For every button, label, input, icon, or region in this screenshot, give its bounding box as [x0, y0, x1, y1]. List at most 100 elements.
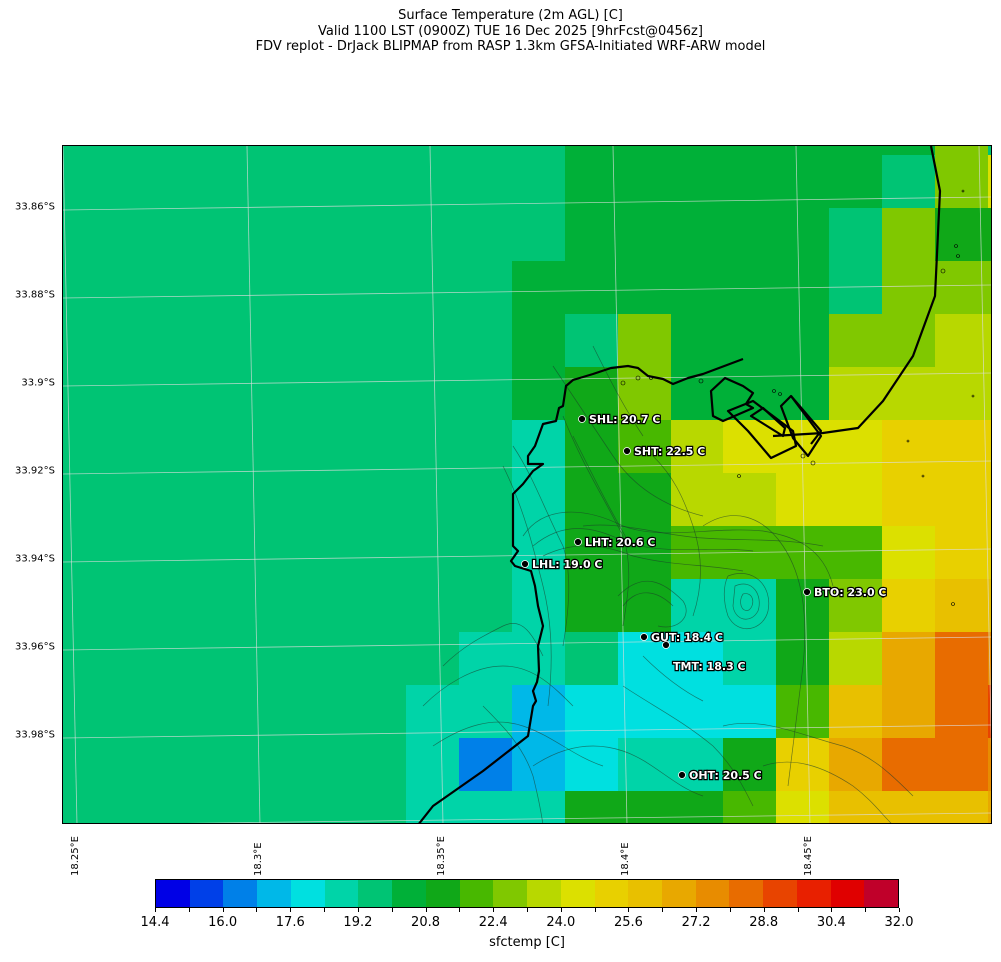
heatmap-cell — [829, 632, 883, 686]
heatmap-cell — [935, 791, 989, 823]
heatmap-cell — [618, 579, 672, 633]
heatmap-cell — [63, 314, 407, 368]
heatmap-cell — [776, 146, 830, 156]
x-tick-label: 18.45°E — [803, 836, 814, 876]
y-tick-label: 33.98°S — [15, 729, 55, 741]
heatmap-cell — [882, 791, 936, 823]
colorbar-swatch — [156, 880, 190, 907]
heatmap-cell — [935, 314, 989, 368]
heatmap-cell — [406, 420, 460, 474]
heatmap-cell — [935, 473, 989, 527]
heatmap-cell — [671, 791, 724, 823]
heatmap-cell — [565, 155, 619, 209]
colorbar-tick-label: 17.6 — [275, 915, 305, 930]
heatmap-cells — [63, 146, 991, 823]
heatmap-cell — [406, 579, 460, 633]
station-marker-gut — [640, 633, 648, 641]
colorbar-tick — [763, 908, 765, 912]
heatmap-cell — [512, 473, 566, 527]
colorbar — [155, 879, 899, 908]
heatmap-cell — [565, 791, 619, 823]
heatmap-cell — [988, 791, 991, 823]
colorbar-tick-label: 30.4 — [816, 915, 846, 930]
heatmap-cell — [988, 208, 991, 262]
heatmap-cell — [512, 155, 566, 209]
heatmap-cell — [882, 314, 936, 368]
heatmap-cell — [882, 738, 936, 792]
heatmap-cell — [935, 738, 989, 792]
heatmap-cell — [406, 314, 460, 368]
y-tick-label: 33.9°S — [21, 377, 55, 389]
heatmap-cell — [618, 632, 672, 686]
temperature-heatmap: SHL: 20.7 C SHT: 22.5 C LHT: 20.6 C LHL: 19… — [63, 146, 991, 823]
title-line-1: Surface Temperature (2m AGL) [C] — [398, 8, 623, 23]
colorbar-swatch — [493, 880, 528, 907]
heatmap-cell — [988, 314, 991, 368]
heatmap-cell — [406, 685, 460, 739]
heatmap-cell — [406, 155, 460, 209]
heatmap-cell — [512, 738, 566, 792]
colorbar-swatch — [662, 880, 696, 907]
colorbar-tick — [831, 908, 833, 912]
y-tick-label: 33.96°S — [15, 641, 55, 653]
heatmap-cell — [723, 473, 777, 527]
colorbar-swatch — [324, 880, 359, 907]
heatmap-cell — [776, 526, 830, 580]
heatmap-cell — [406, 632, 460, 686]
colorbar-tick — [493, 908, 495, 912]
colorbar-tick — [696, 908, 698, 912]
colorbar-tick — [425, 908, 427, 912]
heatmap-cell — [882, 367, 936, 421]
heatmap-cell — [829, 526, 883, 580]
heatmap-cell — [935, 208, 989, 262]
heatmap-cell — [988, 261, 991, 315]
heatmap-cell — [882, 155, 936, 209]
heatmap-cell — [565, 314, 619, 368]
heatmap-cell — [459, 579, 513, 633]
colorbar-swatch — [864, 880, 899, 907]
station-label-bto: BTO: 23.0 C — [814, 586, 887, 599]
heatmap-cell — [618, 738, 672, 792]
heatmap-cell — [935, 367, 989, 421]
heatmap-cell — [459, 685, 513, 739]
heatmap-cell — [776, 632, 830, 686]
colorbar-tick — [560, 908, 562, 912]
station-marker-lht — [574, 538, 582, 546]
colorbar-swatch — [223, 880, 258, 907]
heatmap-cell — [565, 473, 619, 527]
heatmap-cell — [618, 146, 672, 156]
heatmap-cell — [935, 146, 989, 156]
colorbar-tick — [729, 908, 731, 912]
heatmap-cell — [618, 208, 672, 262]
colorbar-tick — [222, 908, 224, 912]
heatmap-cell — [512, 146, 566, 156]
heatmap-cell — [882, 685, 936, 739]
heatmap-cell — [565, 685, 619, 739]
heatmap-cell — [671, 738, 724, 792]
colorbar-tick — [324, 908, 326, 912]
colorbar-tick — [155, 908, 156, 912]
x-tick-label: 18.3°E — [253, 842, 264, 876]
heatmap-cell — [723, 579, 777, 633]
heatmap-cell — [776, 791, 830, 823]
station-marker-tmt — [662, 641, 670, 649]
station-label-gut: GUT: 18.4 C — [651, 631, 723, 644]
heatmap-cell — [618, 420, 672, 474]
colorbar-tick-label: 20.8 — [411, 915, 441, 930]
heatmap-cell — [935, 632, 989, 686]
colorbar-tick — [459, 908, 461, 912]
title-line-3: FDV replot - DrJack BLIPMAP from RASP 1.… — [255, 39, 766, 54]
heatmap-cell — [459, 261, 513, 315]
y-tick-label: 33.94°S — [15, 553, 55, 565]
colorbar-swatch — [425, 880, 460, 907]
colorbar-swatch — [560, 880, 595, 907]
colorbar-swatch — [290, 880, 325, 907]
heatmap-cell — [829, 473, 883, 527]
heatmap-cell — [459, 632, 513, 686]
heatmap-cell — [512, 314, 566, 368]
heatmap-cell — [565, 632, 619, 686]
colorbar-swatch — [729, 880, 764, 907]
heatmap-cell — [63, 632, 407, 686]
station-marker-oht — [678, 771, 686, 779]
station-label-tmt: TMT: 18.3 C — [673, 660, 746, 673]
